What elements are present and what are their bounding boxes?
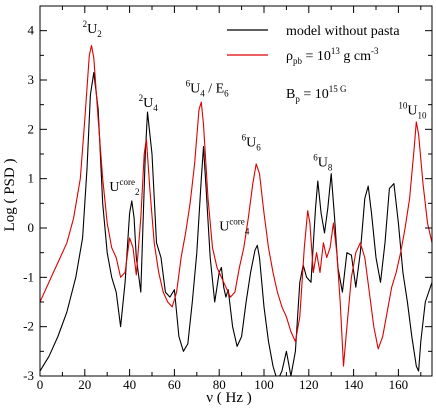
mode-label-u4core: Ucore4 <box>219 217 250 237</box>
y-tick-label: -2 <box>23 319 34 334</box>
mode-label-u2core: Ucore2 <box>109 177 139 197</box>
mode-label-u4: 2U4 <box>139 93 159 113</box>
legend-label-black: model without pasta <box>286 24 400 39</box>
x-tick-label: 100 <box>254 377 274 392</box>
mode-label-u6: 6U6 <box>242 133 262 153</box>
y-tick-label: -1 <box>23 269 34 284</box>
plot-frame <box>39 5 433 377</box>
mode-label-u8: 6U8 <box>313 152 333 172</box>
annotation-layer: 2U2 Ucore2 2U4 6U4 / E6 Ucore4 6U6 6U8 10U10 <box>83 19 427 236</box>
x-tick-label: 80 <box>213 377 226 392</box>
y-tick-label: -3 <box>23 368 34 383</box>
x-tick-label: 20 <box>78 377 91 392</box>
y-tick-label: 4 <box>28 23 35 38</box>
y-tick-label: 0 <box>28 220 35 235</box>
x-tick-label: 160 <box>389 377 409 392</box>
series-line-red <box>40 44 432 367</box>
x-axis-title: ν ( Hz ) <box>206 390 252 406</box>
x-tick-label: 40 <box>123 377 136 392</box>
series-line-black <box>40 72 432 376</box>
series-layer <box>40 44 432 376</box>
b-field-label: Bp = 1015 G <box>286 84 347 104</box>
x-tick-label: 120 <box>299 377 319 392</box>
x-tick-label: 140 <box>344 377 364 392</box>
y-tick-label: 1 <box>28 171 35 186</box>
tick-layer: 0 20 40 60 80 100 120 140 160 -3 -2 -1 0 1 2 3 4 <box>23 5 432 392</box>
x-tick-label: 0 <box>37 377 44 392</box>
mode-label-u2: 2U2 <box>83 19 102 39</box>
mode-label-u10: 10U10 <box>398 101 427 121</box>
y-tick-label: 2 <box>28 121 35 136</box>
legend: model without pasta ρpb = 1013 g cm-3 Bp… <box>227 24 400 104</box>
x-tick-label: 60 <box>168 377 181 392</box>
legend-label-red: ρpb = 1013 g cm-3 <box>286 46 379 66</box>
y-tick-label: 3 <box>28 72 35 87</box>
y-axis-title: Log ( PSD ) <box>2 159 18 232</box>
mode-label-u6e6: 6U4 / E6 <box>186 78 230 98</box>
